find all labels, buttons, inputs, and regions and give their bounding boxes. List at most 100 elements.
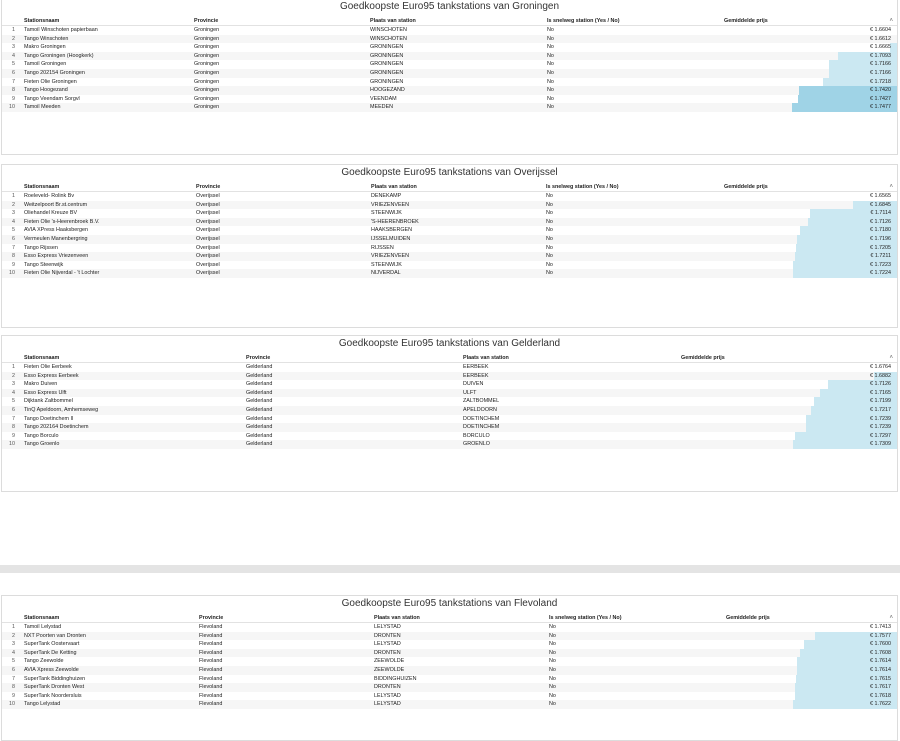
table-row[interactable]: 9 Tango Veendam Sorgvl Groningen VEENDAM No €… — [2, 94, 897, 104]
chevron-up-icon[interactable]: ˄ — [889, 615, 893, 621]
province: Groningen — [190, 51, 366, 61]
station-name: SuperTank Dronten West — [20, 683, 195, 692]
table-row[interactable]: 7 Fieten Olie Groningen Groningen GRONINGEN… — [2, 77, 897, 87]
city: WINSCHOTEN — [366, 34, 543, 44]
average-price: € 1.7600 — [722, 640, 897, 649]
table-row[interactable]: 8 Tango 202164 Doetinchem Gelderland DOETIN… — [2, 423, 897, 432]
table-row[interactable]: 7 Tango Doetinchem II Gelderland DOETINCHEM… — [2, 414, 897, 424]
table-row[interactable]: 9 Tango Steenwijk Overijssel STEENWIJK No € 1… — [2, 260, 897, 270]
station-name: Tango Winschoten — [20, 34, 190, 44]
column-header-station[interactable]: Stationsnaam — [20, 182, 192, 192]
table-row[interactable]: 1 Fieten Olie Eerbeek Gelderland EERBEEK € 1… — [2, 363, 897, 372]
column-header-plaats[interactable]: Plaats van station — [370, 613, 545, 623]
chevron-up-icon[interactable]: ˄ — [889, 184, 893, 190]
table-title: Goedkoopste Euro95 tankstations van Gron… — [339, 1, 560, 12]
price-value: € 1.7239 — [870, 415, 891, 422]
column-header-station[interactable]: Stationsnaam — [20, 613, 195, 623]
table-row[interactable]: 10 Tamoil Meeden Groningen MEEDEN No € 1.7477 — [2, 103, 897, 112]
table-row[interactable]: 9 SuperTank Noordersluis Flevoland LELYSTAD… — [2, 691, 897, 701]
column-header-provincie[interactable]: Provincie — [242, 353, 459, 363]
column-header-prijs[interactable]: Gemiddelde prijs — [722, 613, 897, 623]
chevron-up-icon[interactable]: ˄ — [889, 18, 893, 24]
column-header-provincie[interactable]: Provincie — [195, 613, 370, 623]
column-header-prijs[interactable]: Gemiddelde prijs — [720, 182, 897, 192]
column-header-snelweg[interactable]: Is snelweg station (Yes / No) — [542, 182, 720, 192]
table-row[interactable]: 8 Tango Hoogezand Groningen HOOGEZAND No € 1.… — [2, 86, 897, 95]
column-header-num[interactable] — [2, 353, 20, 363]
table-row[interactable]: 4 SuperTank De Ketting Flevoland DRONTEN No €… — [2, 648, 897, 658]
table-row[interactable]: 6 Vermeulen Manenbergring Overijssel IJSSEL… — [2, 234, 897, 244]
table-row[interactable]: 2 Tango Winschoten Groningen WINSCHOTEN No € … — [2, 34, 897, 44]
table-row[interactable]: 5 AVIA XPress Haaksbergen Overijssel HAAKSB… — [2, 226, 897, 235]
average-price: € 1.7217 — [677, 405, 897, 415]
price-bar — [820, 388, 897, 398]
table-row[interactable]: 3 Makro Duiven Gelderland DUIVEN € 1.7126 — [2, 380, 897, 389]
row-number: 10 — [2, 700, 20, 709]
province: Gelderland — [242, 371, 459, 381]
table-row[interactable]: 10 Tango Groenlo Gelderland GROENLO € 1.7309 — [2, 440, 897, 449]
table-row[interactable]: 6 TinQ Apeldoorn, Amhemseweg Gelderland APE… — [2, 405, 897, 415]
column-header-station[interactable]: Stationsnaam — [20, 353, 242, 363]
table-row[interactable]: 6 AVIA Xpress Zeewolde Flevoland ZEEWOLDE No… — [2, 665, 897, 675]
column-header-prijs[interactable]: Gemiddelde prijs — [677, 353, 897, 363]
table-row[interactable]: 5 Dijktank Zaltbommel Gelderland ZALTBOMMEL… — [2, 397, 897, 406]
column-header-num[interactable] — [2, 182, 20, 192]
table-row[interactable]: 9 Tango Borculo Gelderland BORCULO € 1.7297 — [2, 431, 897, 441]
table-title: Goedkoopste Euro95 tankstations van Over… — [341, 167, 558, 178]
column-header-provincie[interactable]: Provincie — [190, 16, 366, 26]
table-row[interactable]: 1 Tamoil Lelystad Flevoland LELYSTAD No € 1.7… — [2, 623, 897, 632]
province: Flevoland — [195, 683, 370, 692]
table-row[interactable]: 4 Tango Groningen (Hoogkerk) Groningen GRON… — [2, 51, 897, 61]
table-row[interactable]: 1 Tamoil Winschoten papierbaan Groningen WI… — [2, 26, 897, 35]
price-value: € 1.7477 — [870, 104, 891, 111]
table-row[interactable]: 5 Tamoil Groningen Groningen GRONINGEN No € 1… — [2, 60, 897, 69]
table-row[interactable]: 10 Tango Lelystad Flevoland LELYSTAD No € 1.7… — [2, 700, 897, 709]
table-row[interactable]: 7 SuperTank Biddinghuizen Flevoland BIDDING… — [2, 674, 897, 684]
price-bar — [795, 683, 897, 692]
column-header-snelweg[interactable]: Is snelweg station (Yes / No) — [545, 613, 722, 623]
table-row[interactable]: 2 NXT Poorten van Dronten Flevoland DRONTEN… — [2, 631, 897, 641]
page-separator — [0, 565, 900, 573]
average-price: € 1.7093 — [720, 51, 897, 61]
column-header-plaats[interactable]: Plaats van station — [367, 182, 542, 192]
province: Groningen — [194, 78, 220, 85]
table-row[interactable]: 3 Makro Groningen Groningen GRONINGEN No € 1.… — [2, 43, 897, 52]
price-value: € 1.6565 — [870, 193, 891, 199]
province: Groningen — [190, 34, 366, 44]
price-bar — [792, 103, 897, 112]
city: EERBEEK — [463, 364, 489, 370]
table-row[interactable]: 8 Esso Express Vriezenveen Overijssel VRIEZ… — [2, 252, 897, 261]
city: VEENDAM — [370, 95, 397, 102]
column-header-plaats[interactable]: Plaats van station — [366, 16, 543, 26]
column-header-prijs[interactable]: Gemiddelde prijs — [720, 16, 897, 26]
price-value: € 1.6764 — [870, 364, 891, 370]
chevron-up-icon[interactable]: ˄ — [889, 355, 893, 361]
table-row[interactable]: 7 Tango Rijssen Overijssel RIJSSEN No € 1.720… — [2, 243, 897, 253]
province: Flevoland — [199, 658, 223, 665]
table-row[interactable]: 1 Roeleveld- Rolink Bv Overijssel DENEKAMP N… — [2, 192, 897, 201]
column-header-provincie[interactable]: Provincie — [192, 182, 367, 192]
table-row[interactable]: 2 Weitzelpoort Br.st.centrum Overijssel VRI… — [2, 200, 897, 210]
station-name: Tango Rijssen — [24, 244, 58, 251]
price-bar — [793, 700, 897, 709]
column-header-num[interactable] — [2, 613, 20, 623]
city: BIDDINGHUIZEN — [374, 675, 417, 682]
price-value: € 1.6612 — [870, 35, 891, 42]
table-row[interactable]: 2 Esso Express Eerbeek Gelderland EERBEEK € … — [2, 371, 897, 381]
table-row[interactable]: 4 Fieten Olie 's-Heerenbroek B.V. Overijss… — [2, 217, 897, 227]
table-row[interactable]: 3 SuperTank Oostervaart Flevoland LELYSTAD N… — [2, 640, 897, 649]
table-row[interactable]: 4 Esso Express Ulft Gelderland ULFT € 1.7165 — [2, 388, 897, 398]
table-row[interactable]: 6 Tango 202154 Groningen Groningen GRONINGE… — [2, 68, 897, 78]
province: Gelderland — [242, 388, 459, 398]
table-row[interactable]: 10 Fieten Olie Nijverdal - 't Lochter Over… — [2, 269, 897, 278]
city: GRONINGEN — [370, 61, 404, 68]
table-row[interactable]: 3 Oliehandel Kreuze BV Overijssel STEENWIJK… — [2, 209, 897, 218]
column-header-plaats[interactable]: Plaats van station — [459, 353, 677, 363]
city: VRIEZENVEEN — [367, 200, 542, 210]
column-header-snelweg[interactable]: Is snelweg station (Yes / No) — [543, 16, 720, 26]
column-header-num[interactable] — [2, 16, 20, 26]
column-header-station[interactable]: Stationsnaam — [20, 16, 190, 26]
table-row[interactable]: 5 Tango Zeewolde Flevoland ZEEWOLDE No € 1.76… — [2, 657, 897, 666]
city: HAAKSBERGEN — [371, 227, 413, 234]
table-row[interactable]: 8 SuperTank Dronten West Flevoland DRONTEN N… — [2, 683, 897, 692]
